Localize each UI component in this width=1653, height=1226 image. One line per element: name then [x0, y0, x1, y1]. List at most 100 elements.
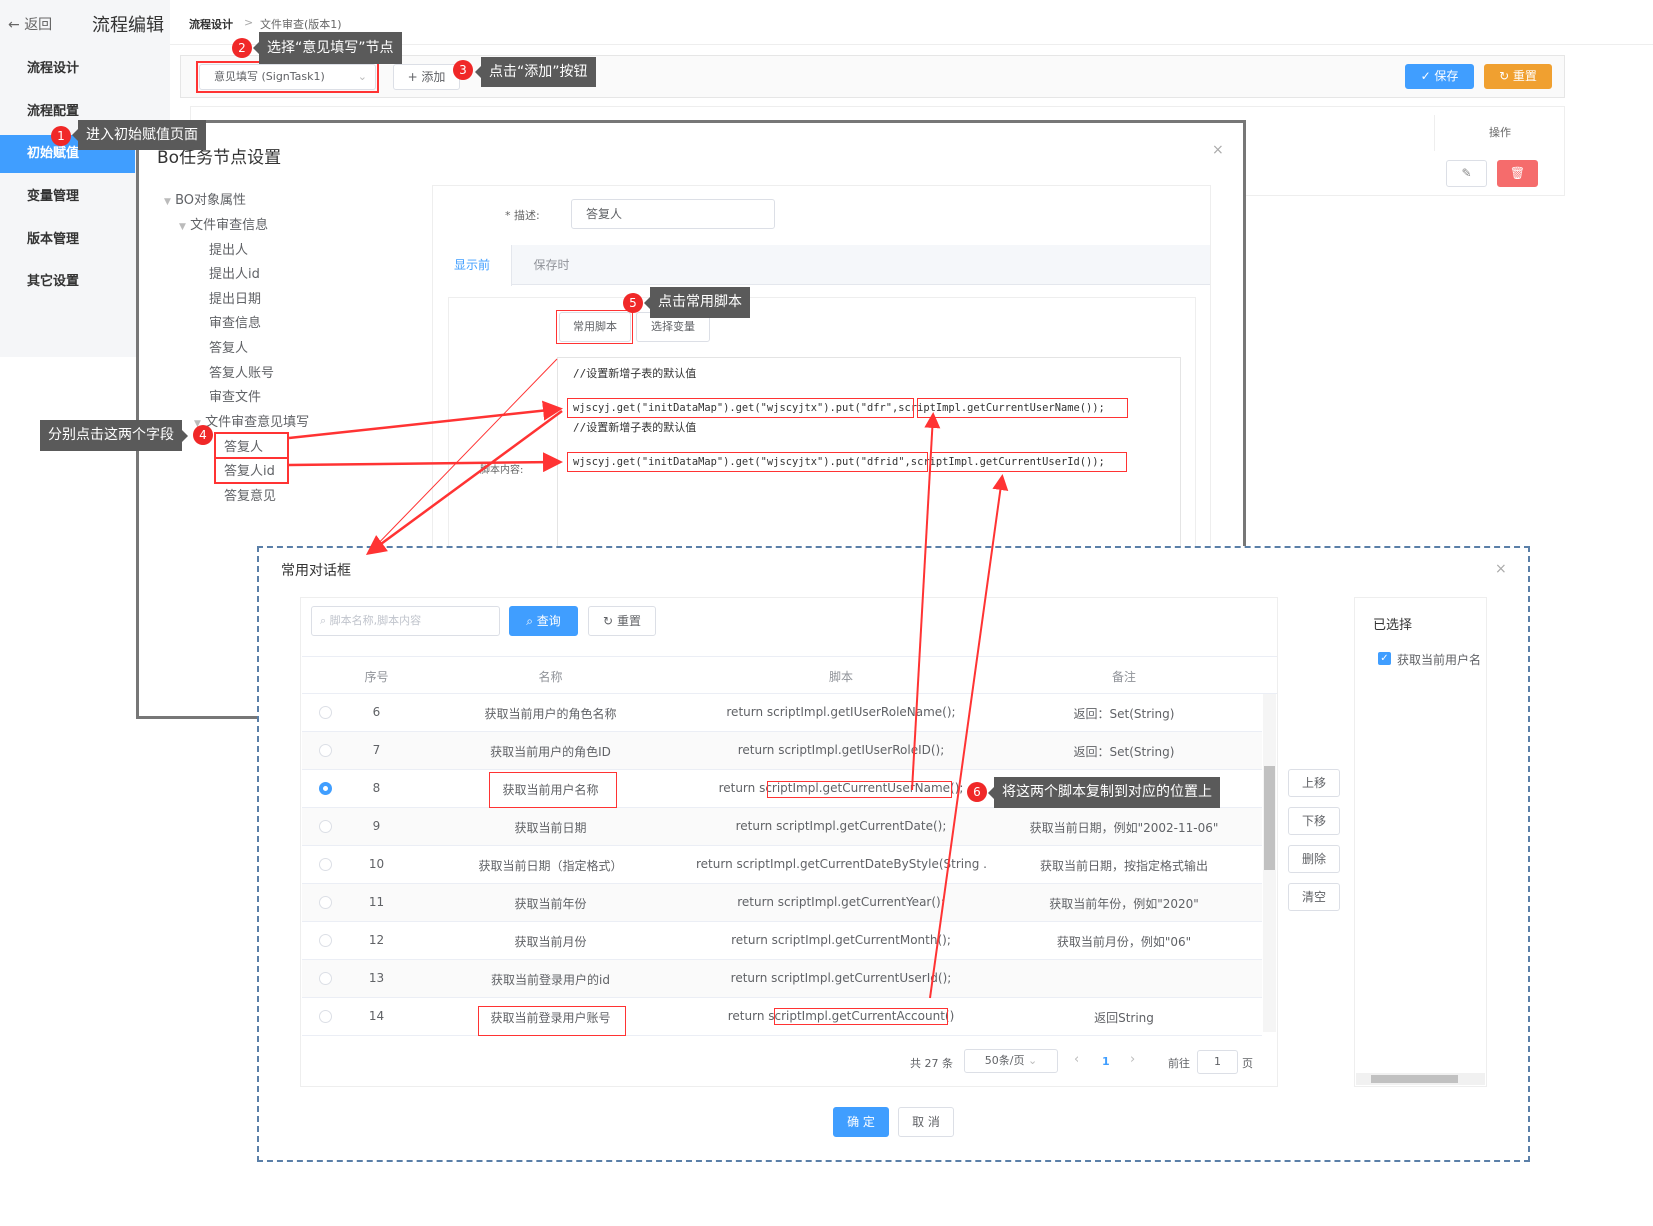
- table-row[interactable]: 11 获取当前年份 return scriptImpl.getCurrentYear…: [302, 884, 1262, 922]
- next-page-icon[interactable]: ›: [1130, 1052, 1136, 1067]
- page-size-select[interactable]: 50条/页 ⌄: [964, 1049, 1058, 1073]
- reset-label: 重置: [616, 614, 641, 628]
- tree-item[interactable]: 答复人: [224, 440, 264, 455]
- move-down-button[interactable]: 下移: [1288, 807, 1340, 835]
- highlight-box: [478, 1006, 626, 1036]
- table-row[interactable]: 10 获取当前日期（指定格式） return scriptImpl.getCurre…: [302, 846, 1262, 884]
- tree-item[interactable]: 审查信息: [209, 316, 262, 331]
- cell-script: return scriptImpl.getIUserRoleID();: [737, 743, 945, 757]
- highlight-box: [774, 1008, 948, 1025]
- cell-no: 14: [368, 1009, 385, 1023]
- node-select[interactable]: 意见填写 (SignTask1) ⌄: [199, 64, 376, 90]
- reset-search-button[interactable]: ↻ 重置: [588, 606, 656, 636]
- row-radio[interactable]: [319, 934, 332, 947]
- cancel-button[interactable]: 取 消: [898, 1107, 954, 1137]
- tree-item[interactable]: 审查文件: [209, 390, 262, 405]
- sidebar-item-other[interactable]: 其它设置: [27, 274, 80, 289]
- cell-no: 11: [368, 895, 385, 909]
- row-radio[interactable]: [319, 1010, 332, 1023]
- row-radio[interactable]: [319, 858, 332, 871]
- confirm-button[interactable]: 确 定: [833, 1107, 889, 1137]
- tree-item[interactable]: 提出日期: [209, 292, 262, 307]
- tree-root[interactable]: ▼ BO对象属性: [164, 193, 246, 208]
- breadcrumb-item[interactable]: 流程设计: [189, 18, 233, 31]
- breadcrumb-item: 文件审查(版本1): [260, 18, 342, 31]
- prev-page-icon[interactable]: ‹: [1074, 1052, 1080, 1067]
- desc-input[interactable]: 答复人: [571, 199, 775, 229]
- page-number[interactable]: 1: [1102, 1055, 1110, 1068]
- table-row[interactable]: 7 获取当前用户的角色ID return scriptImpl.getIUserRo…: [302, 732, 1262, 770]
- arrow: [288, 452, 563, 473]
- tree-group[interactable]: ▼ 文件审查信息: [179, 218, 269, 233]
- move-up-button[interactable]: 上移: [1288, 769, 1340, 797]
- step-badge: 1: [51, 126, 71, 146]
- tree-group[interactable]: ▼ 文件审查意见填写: [194, 415, 310, 430]
- step-badge: 2: [232, 38, 252, 58]
- tree-item[interactable]: 答复人: [209, 341, 249, 356]
- table-row[interactable]: 12 获取当前月份 return scriptImpl.getCurrentMont…: [302, 922, 1262, 960]
- page-size-value: 50条/页: [984, 1054, 1025, 1067]
- refresh-icon: ↻: [603, 614, 614, 628]
- save-button[interactable]: ✓ 保存: [1405, 64, 1474, 89]
- table-row[interactable]: 6 获取当前用户的角色名称 return scriptImpl.getIUserRo…: [302, 694, 1262, 732]
- row-radio[interactable]: [319, 972, 332, 985]
- checkbox-checked-icon[interactable]: ✓: [1378, 652, 1391, 665]
- row-radio[interactable]: [319, 820, 332, 833]
- step-badge: 4: [193, 425, 213, 445]
- sidebar-item-versions[interactable]: 版本管理: [27, 232, 80, 247]
- row-radio[interactable]: [319, 782, 332, 795]
- dialog-title: 常用对话框: [281, 563, 351, 579]
- cell-note: 获取当前日期，例如"2002-11-06": [1029, 821, 1219, 835]
- cell-script: return scriptImpl.getCurrentMonth();: [731, 933, 951, 947]
- cell-no: 12: [368, 933, 385, 947]
- tab-before-display[interactable]: 显示前: [433, 245, 512, 286]
- page-unit: 页: [1242, 1057, 1253, 1070]
- selected-title: 已选择: [1373, 618, 1413, 633]
- tree-item[interactable]: 答复意见: [224, 489, 277, 504]
- annotation-tooltip: 选择“意见填写”节点: [253, 32, 402, 64]
- annotation-tooltip: 点击常用脚本: [644, 287, 750, 318]
- sidebar-item-variables[interactable]: 变量管理: [27, 189, 80, 204]
- highlight-box: [567, 398, 914, 418]
- col-note: 备注: [1111, 670, 1136, 684]
- clear-button[interactable]: 清空: [1288, 883, 1340, 911]
- search-input[interactable]: ⌕ 脚本名称,脚本内容: [311, 606, 500, 636]
- cell-script: return scriptImpl.getCurrentDate();: [735, 819, 947, 833]
- row-radio[interactable]: [319, 744, 332, 757]
- goto-input[interactable]: 1: [1197, 1050, 1238, 1074]
- tree-item[interactable]: 答复人账号: [209, 366, 275, 381]
- delete-button[interactable]: 🗑: [1497, 160, 1538, 187]
- highlight-box: [567, 452, 928, 472]
- highlight-box: [767, 781, 952, 798]
- tree-item[interactable]: 提出人id: [209, 267, 260, 282]
- code-line: //设置新增子表的默认值: [573, 367, 697, 380]
- reset-button[interactable]: ↻ 重置: [1484, 64, 1552, 89]
- back-button[interactable]: ← 返回: [8, 17, 53, 33]
- arrow: [288, 400, 563, 440]
- common-script-button[interactable]: 常用脚本: [559, 312, 631, 342]
- row-radio[interactable]: [319, 896, 332, 909]
- query-button[interactable]: ⌕ 查询: [509, 606, 578, 636]
- annotation-tooltip: 点击“添加”按钮: [475, 57, 596, 87]
- horizontal-scrollbar[interactable]: [1356, 1073, 1485, 1085]
- sidebar-item-flow-design[interactable]: 流程设计: [27, 61, 80, 76]
- step-badge: 5: [623, 293, 643, 313]
- search-icon: ⌕: [526, 614, 533, 628]
- chevron-down-icon: ⌄: [1027, 1054, 1038, 1067]
- table-scrollbar[interactable]: [1263, 694, 1276, 1032]
- row-radio[interactable]: [319, 706, 332, 719]
- tab-on-save[interactable]: 保存时: [533, 258, 570, 272]
- remove-button[interactable]: 删除: [1288, 845, 1340, 873]
- close-icon[interactable]: ×: [1212, 142, 1224, 158]
- sidebar-item-flow-config[interactable]: 流程配置: [27, 104, 80, 119]
- tree-item[interactable]: 提出人: [209, 243, 249, 258]
- edit-button[interactable]: ✎: [1446, 160, 1487, 187]
- table-row[interactable]: 9 获取当前日期 return scriptImpl.getCurrentDate(…: [302, 808, 1262, 846]
- tree-item[interactable]: 答复人id: [224, 464, 275, 479]
- close-icon[interactable]: ×: [1495, 561, 1507, 577]
- col-no: 序号: [364, 670, 389, 684]
- cell-name: 获取当前年份: [514, 897, 587, 911]
- table-row[interactable]: 13 获取当前登录用户的id return scriptImpl.getCurren…: [302, 960, 1262, 998]
- table-row[interactable]: 14 获取当前登录用户账号 return scriptImpl.getCurrent…: [302, 998, 1262, 1036]
- back-label: 返回: [24, 17, 53, 33]
